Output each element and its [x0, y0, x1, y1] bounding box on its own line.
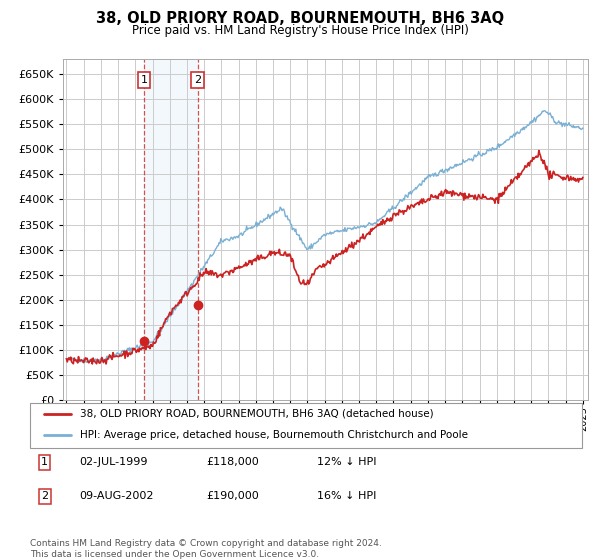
Text: 38, OLD PRIORY ROAD, BOURNEMOUTH, BH6 3AQ (detached house): 38, OLD PRIORY ROAD, BOURNEMOUTH, BH6 3A…: [80, 409, 433, 419]
Text: Price paid vs. HM Land Registry's House Price Index (HPI): Price paid vs. HM Land Registry's House …: [131, 24, 469, 36]
Text: 12% ↓ HPI: 12% ↓ HPI: [317, 457, 377, 467]
Text: 09-AUG-2002: 09-AUG-2002: [80, 491, 154, 501]
Text: Contains HM Land Registry data © Crown copyright and database right 2024.
This d: Contains HM Land Registry data © Crown c…: [30, 539, 382, 559]
Bar: [144, 59, 197, 400]
Text: £190,000: £190,000: [206, 491, 259, 501]
Text: 2: 2: [41, 491, 48, 501]
Text: HPI: Average price, detached house, Bournemouth Christchurch and Poole: HPI: Average price, detached house, Bour…: [80, 431, 467, 441]
Text: £118,000: £118,000: [206, 457, 259, 467]
Text: 1: 1: [140, 75, 148, 85]
FancyBboxPatch shape: [30, 403, 582, 448]
Text: 02-JUL-1999: 02-JUL-1999: [80, 457, 148, 467]
Text: 38, OLD PRIORY ROAD, BOURNEMOUTH, BH6 3AQ: 38, OLD PRIORY ROAD, BOURNEMOUTH, BH6 3A…: [96, 11, 504, 26]
Text: 2: 2: [194, 75, 201, 85]
Text: 1: 1: [41, 457, 48, 467]
Text: 16% ↓ HPI: 16% ↓ HPI: [317, 491, 376, 501]
